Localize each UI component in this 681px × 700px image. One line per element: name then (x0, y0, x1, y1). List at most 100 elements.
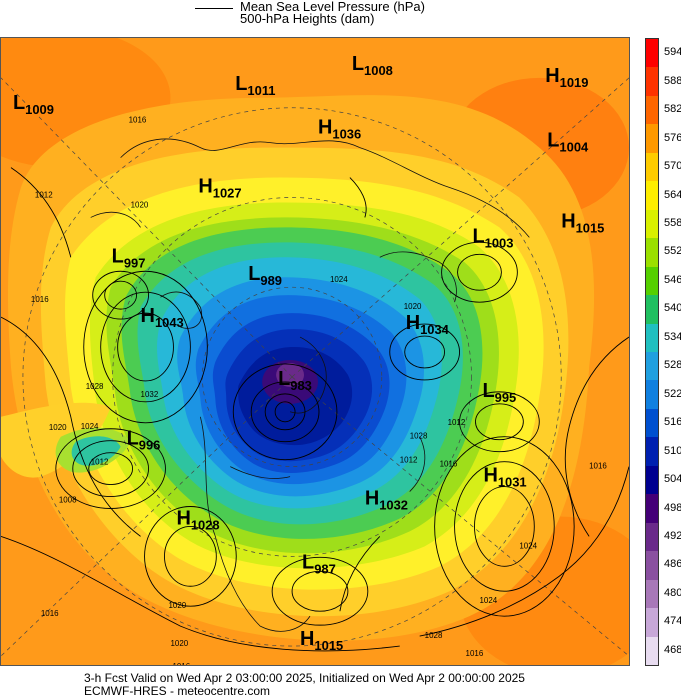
colorbar-tick-label: 576 (664, 131, 681, 144)
colorbar-swatch (646, 124, 658, 154)
colorbar-swatch (646, 465, 658, 495)
isobar-label: 1020 (404, 302, 422, 311)
colorbar-swatch (646, 380, 658, 410)
low-center-1011: L1011 (235, 73, 275, 98)
low-center-989: L989 (248, 263, 282, 288)
isobar-label: 1020 (49, 423, 67, 432)
low-center-983: L983 (278, 368, 312, 393)
high-center-1019: H1019 (545, 65, 588, 90)
colorbar-swatch (646, 494, 658, 524)
colorbar-tick-label: 492 (664, 529, 681, 542)
colorbar-tick-label: 564 (664, 188, 681, 201)
isobar-label: 1012 (91, 458, 109, 467)
low-center-1003: L1003 (472, 225, 513, 250)
colorbar-swatch (646, 39, 658, 68)
colorbar-swatch (646, 408, 658, 438)
colorbar-tick-label: 504 (664, 473, 681, 486)
isobar-label: 1016 (129, 116, 147, 125)
high-center-1028: H1028 (176, 507, 219, 532)
colorbar-swatch (646, 238, 658, 268)
heights-legend-label: 500-hPa Heights (dam) (240, 11, 375, 26)
weather-map: 1016 1012 1020 1016 1028 1032 1020 1024 … (0, 37, 630, 666)
high-center-1043: H1043 (141, 305, 184, 330)
colorbar-swatch (646, 636, 658, 666)
colorbar-swatch (646, 352, 658, 381)
colorbar-tick-label: 552 (664, 245, 681, 258)
colorbar-swatch (646, 209, 658, 239)
model-source-text: ECMWF-HRES - meteocentre.com (84, 684, 271, 698)
colorbar-swatch (646, 295, 658, 325)
colorbar-tick-label: 498 (664, 501, 681, 514)
colorbar-tick-label: 534 (664, 330, 681, 343)
colorbar-swatch (646, 522, 658, 552)
isobar-label: 1032 (141, 390, 159, 399)
isobar-label: 1024 (330, 275, 348, 284)
colorbar-tick-label: 570 (664, 160, 681, 173)
map-footer: 3-h Fcst Valid on Wed Apr 2 03:00:00 202… (84, 672, 525, 698)
mslp-legend-label: Mean Sea Level Pressure (hPa) (240, 0, 425, 14)
isobar-label: 1020 (131, 200, 149, 209)
isobar-label: 1024 (81, 422, 99, 431)
high-center-1032: H1032 (365, 488, 408, 513)
colorbar-swatch (646, 152, 658, 182)
low-center-997: L997 (112, 245, 146, 270)
isobar-label: 1020 (168, 601, 186, 610)
isobar-label: 1024 (479, 596, 497, 605)
colorbar-tick-label: 594 (664, 46, 681, 59)
coastlines (90, 138, 530, 632)
colorbar-tick-label: 546 (664, 273, 681, 286)
isobar-labels: 1016 1012 1020 1016 1028 1032 1020 1024 … (31, 116, 608, 665)
high-center-1015-south: H1015 (300, 628, 343, 653)
heights-fill-576-west (1, 402, 111, 478)
colorbar-tick-label: 486 (664, 558, 681, 571)
isobar-label: 1008 (59, 496, 77, 505)
isobar-label: 1020 (170, 639, 188, 648)
colorbar-tick-label: 516 (664, 416, 681, 429)
isobar-label: 1012 (400, 456, 418, 465)
isobar-label: 1028 (86, 382, 104, 391)
isobar-label: 1012 (448, 418, 466, 427)
isobar-label: 1016 (31, 295, 49, 304)
colorbar-swatch (646, 95, 658, 125)
low-center-1008: L1008 (352, 53, 393, 78)
colorbar-swatch (646, 266, 658, 296)
high-center-1034: H1034 (406, 312, 450, 337)
isobar-label: 1028 (425, 631, 443, 640)
colorbar-tick-label: 558 (664, 216, 681, 229)
low-center-996: L996 (127, 428, 161, 453)
colorbar-tick-label: 528 (664, 359, 681, 372)
isobar-label: 1016 (466, 649, 484, 658)
high-center-1015-east: H1015 (561, 210, 604, 235)
low-center-987: L987 (302, 551, 336, 576)
colorbar-tick-label: 588 (664, 74, 681, 87)
colorbar-swatch (646, 579, 658, 609)
isobar-label: 1028 (410, 432, 428, 441)
isobar-label: 1016 (589, 462, 607, 471)
isobar-label: 1012 (35, 190, 53, 199)
colorbar-swatch (646, 67, 658, 97)
isobar-line-sample (195, 8, 233, 9)
colorbar-swatch (646, 551, 658, 581)
high-center-1031: H1031 (483, 465, 526, 490)
colorbar-tick-label: 468 (664, 643, 681, 656)
isobar-label: 1024 (519, 541, 537, 550)
low-center-1009: L1009 (13, 92, 54, 117)
height-colorbar (645, 38, 659, 666)
colorbar-tick-label: 474 (664, 615, 681, 628)
forecast-valid-text: 3-h Fcst Valid on Wed Apr 2 03:00:00 202… (84, 671, 525, 685)
colorbar-swatch (646, 437, 658, 467)
isobar-label: 1016 (440, 460, 458, 469)
high-center-1036: H1036 (318, 117, 361, 142)
low-center-995: L995 (482, 380, 516, 405)
colorbar-tick-label: 522 (664, 387, 681, 400)
pressure-centers: L1009 L1011 L1008 H1019 L1004 H1036 H102… (13, 53, 604, 653)
low-center-1004: L1004 (547, 130, 589, 155)
colorbar-tick-label: 510 (664, 444, 681, 457)
map-legend: Mean Sea Level Pressure (hPa) 500-hPa He… (0, 0, 681, 36)
colorbar-swatch (646, 323, 658, 353)
high-center-1027: H1027 (198, 176, 241, 201)
heights-fill-546-west (71, 436, 121, 466)
colorbar-tick-label: 540 (664, 302, 681, 315)
isobar-label: 1016 (41, 609, 59, 618)
colorbar-swatch (646, 181, 658, 211)
